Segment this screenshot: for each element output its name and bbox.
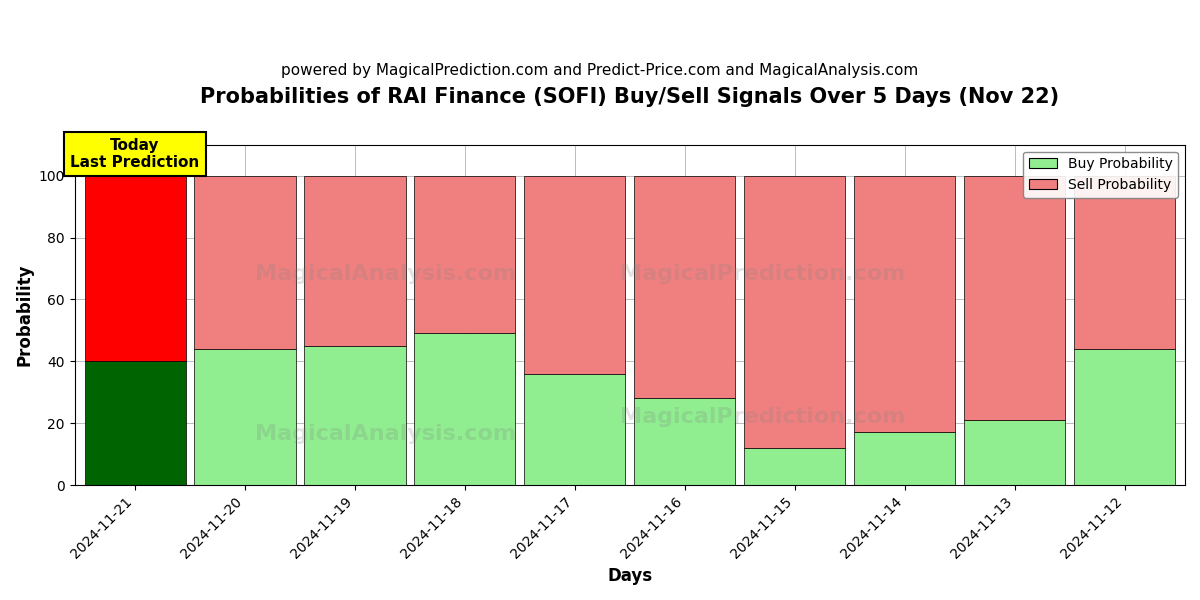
Y-axis label: Probability: Probability — [16, 263, 34, 366]
Bar — [964, 420, 1066, 485]
Text: MagicalAnalysis.com: MagicalAnalysis.com — [254, 264, 516, 284]
Bar — [194, 176, 295, 349]
Text: powered by MagicalPrediction.com and Predict-Price.com and MagicalAnalysis.com: powered by MagicalPrediction.com and Pre… — [281, 63, 919, 78]
Bar — [305, 176, 406, 346]
X-axis label: Days: Days — [607, 567, 653, 585]
Text: Today
Last Prediction: Today Last Prediction — [71, 138, 199, 170]
Bar — [635, 176, 736, 398]
Bar — [744, 176, 845, 448]
Bar — [1074, 176, 1175, 349]
Bar — [414, 176, 516, 334]
Title: Probabilities of RAI Finance (SOFI) Buy/Sell Signals Over 5 Days (Nov 22): Probabilities of RAI Finance (SOFI) Buy/… — [200, 87, 1060, 107]
Bar — [964, 176, 1066, 420]
Bar — [524, 176, 625, 374]
Legend: Buy Probability, Sell Probability: Buy Probability, Sell Probability — [1024, 152, 1178, 197]
Bar — [1074, 349, 1175, 485]
Bar — [854, 433, 955, 485]
Text: MagicalPrediction.com: MagicalPrediction.com — [620, 264, 906, 284]
Bar — [854, 176, 955, 433]
Bar — [305, 346, 406, 485]
Text: MagicalPrediction.com: MagicalPrediction.com — [620, 407, 906, 427]
Bar — [524, 374, 625, 485]
Bar — [635, 398, 736, 485]
Bar — [84, 176, 186, 361]
Bar — [744, 448, 845, 485]
Bar — [194, 349, 295, 485]
Bar — [414, 334, 516, 485]
Bar — [84, 361, 186, 485]
Text: MagicalAnalysis.com: MagicalAnalysis.com — [254, 424, 516, 444]
